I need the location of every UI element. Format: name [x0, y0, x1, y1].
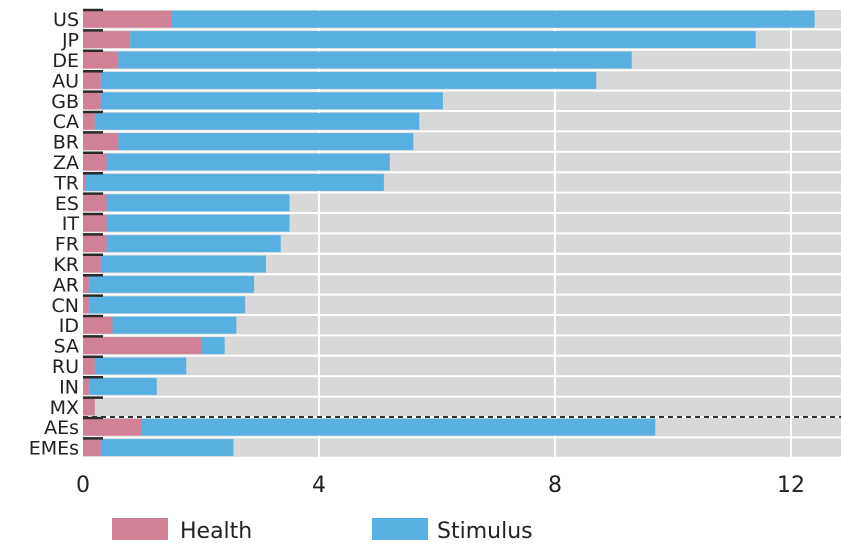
- bar-health-aes: [83, 418, 142, 436]
- bar-stimulus-es: [106, 194, 290, 212]
- bar-health-emes: [83, 439, 101, 457]
- x-tick-label: 8: [548, 473, 562, 498]
- x-tick-label: 0: [76, 473, 90, 498]
- legend-label-health: Health: [180, 519, 252, 544]
- category-label: FR: [55, 234, 79, 256]
- category-label: TR: [53, 172, 79, 194]
- bar-health-ca: [83, 112, 95, 130]
- bar-health-jp: [83, 31, 131, 49]
- category-label: JP: [61, 30, 79, 52]
- bar-stimulus-us: [171, 10, 815, 28]
- bar-stimulus-gb: [100, 92, 443, 110]
- category-label: IT: [62, 213, 80, 235]
- bar-health-ar: [83, 275, 89, 293]
- category-label: BR: [53, 132, 79, 154]
- category-label: KR: [53, 254, 79, 276]
- bar-health-id: [83, 316, 113, 334]
- bar-stimulus-emes: [100, 439, 234, 457]
- category-label: IN: [59, 376, 79, 398]
- category-label: ES: [55, 193, 79, 215]
- bar-stimulus-de: [118, 51, 632, 69]
- bar-health-tr: [83, 173, 86, 191]
- bar-stimulus-sa: [201, 337, 225, 355]
- bar-health-cn: [83, 296, 89, 314]
- bar-health-de: [83, 51, 119, 69]
- category-label: CA: [53, 111, 79, 133]
- category-label: CN: [52, 295, 79, 317]
- bar-stimulus-ca: [94, 112, 420, 130]
- category-label: US: [53, 9, 79, 31]
- category-label: MX: [50, 397, 79, 419]
- bar-stimulus-cn: [88, 296, 246, 314]
- bar-stimulus-kr: [100, 255, 266, 273]
- bar-health-es: [83, 194, 107, 212]
- legend-swatch-health: [112, 518, 168, 540]
- bar-health-us: [83, 10, 172, 28]
- bar-health-sa: [83, 337, 201, 355]
- bar-health-kr: [83, 255, 101, 273]
- bar-health-gb: [83, 92, 101, 110]
- x-tick-label: 4: [312, 473, 326, 498]
- bar-stimulus-it: [106, 214, 290, 232]
- bar-stimulus-fr: [106, 235, 281, 253]
- bar-health-za: [83, 153, 107, 171]
- bar-stimulus-id: [112, 316, 237, 334]
- legend-label-stimulus: Stimulus: [437, 519, 533, 544]
- bar-stimulus-ru: [94, 357, 187, 375]
- bar-stimulus-aes: [142, 418, 656, 436]
- bar-health-in: [83, 377, 89, 395]
- bar-stimulus-za: [106, 153, 390, 171]
- category-label: GB: [51, 91, 79, 113]
- category-label: ZA: [53, 152, 79, 174]
- bar-health-fr: [83, 235, 107, 253]
- bar-stimulus-br: [118, 133, 414, 151]
- category-label: DE: [52, 50, 79, 72]
- bar-stimulus-ar: [88, 275, 255, 293]
- bar-stimulus-jp: [130, 31, 756, 49]
- legend-swatch-stimulus: [372, 518, 428, 540]
- bar-health-it: [83, 214, 107, 232]
- bar-health-mx: [83, 398, 95, 416]
- category-label: EMEs: [29, 438, 79, 460]
- bar-health-ru: [83, 357, 95, 375]
- category-label: AR: [53, 274, 79, 296]
- category-label: AEs: [44, 417, 79, 439]
- category-label: ID: [59, 315, 79, 337]
- bar-stimulus-tr: [85, 173, 384, 191]
- category-label: SA: [54, 336, 79, 358]
- bar-health-au: [83, 71, 101, 89]
- category-label: RU: [52, 356, 79, 378]
- bar-stimulus-in: [88, 377, 157, 395]
- bar-health-br: [83, 133, 119, 151]
- x-tick-label: 12: [777, 473, 805, 498]
- bar-stimulus-au: [100, 71, 597, 89]
- category-label: AU: [52, 70, 79, 92]
